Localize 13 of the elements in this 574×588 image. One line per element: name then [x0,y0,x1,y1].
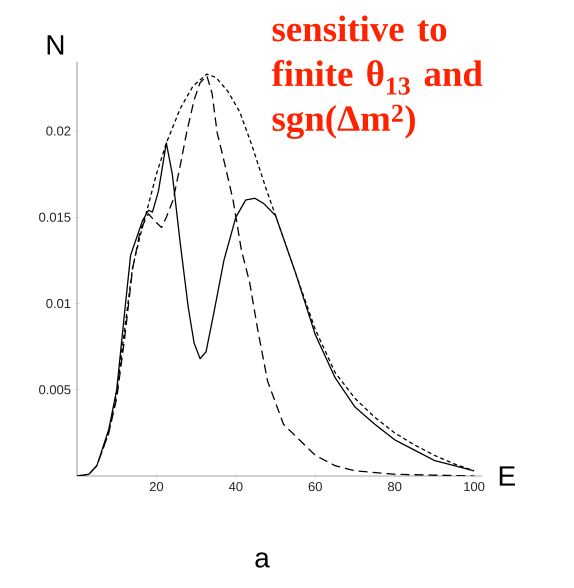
x-axis-title: E [500,466,515,486]
x-tick-label: 80 [388,482,402,492]
x-tick-label: 100 [464,482,484,492]
y-axis-title: N [48,35,64,54]
y-tick-label: 0.005 [39,385,70,394]
x-tick-label: 40 [228,482,243,492]
chart-title: sensitive to finite θ$_{13}$ and sgn(Δm$^{2}$) [272,16,483,139]
y-tick-label: 0.01 [46,298,70,308]
y-tick-label: 0.02 [46,126,70,136]
text: a [255,552,270,568]
y-tick-label: 0.015 [39,212,70,222]
x-tick-label: 20 [150,482,164,492]
x-tick-label: 60 [308,482,322,492]
